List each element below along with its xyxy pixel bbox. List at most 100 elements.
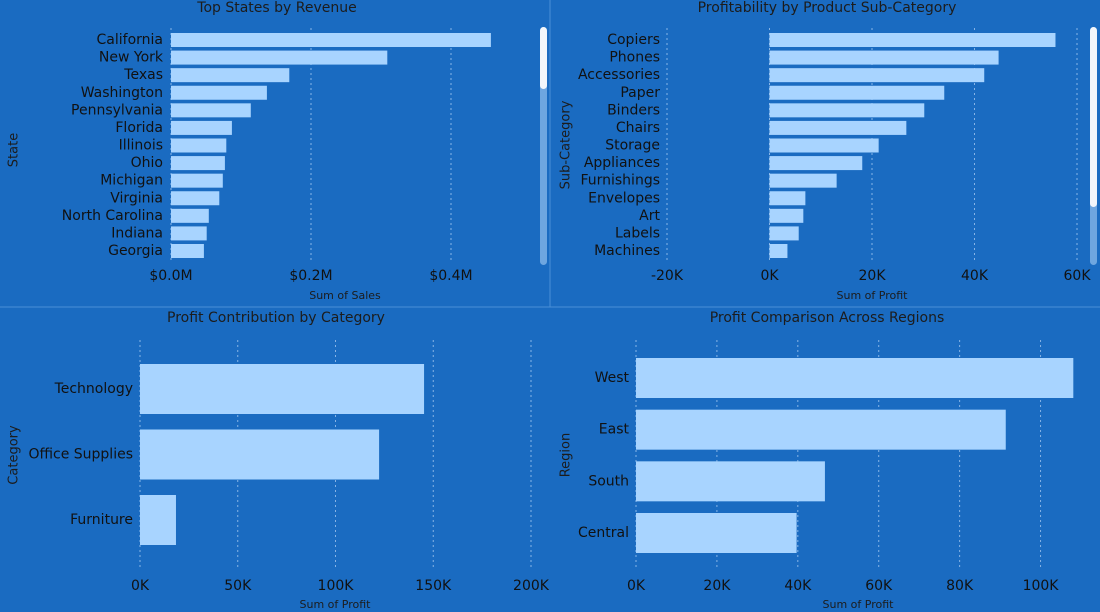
category-label: Central: [578, 525, 629, 541]
chart-title: Profit Comparison Across Regions: [710, 310, 945, 326]
bar: [171, 68, 290, 83]
category-label: Technology: [54, 381, 133, 397]
chart-title: Profit Contribution by Category: [167, 310, 385, 326]
bar: [636, 513, 797, 553]
category-label: Indiana: [111, 225, 163, 241]
bar: [171, 103, 251, 118]
category-label: Furniture: [70, 512, 133, 528]
chart-title: Top States by Revenue: [196, 0, 356, 16]
chart-title: Profitability by Product Sub-Category: [698, 0, 957, 16]
category-label: South: [588, 473, 629, 489]
x-axis-title: Sum of Profit: [300, 598, 372, 611]
category-label: Appliances: [584, 155, 660, 171]
bar: [769, 226, 799, 241]
bar: [171, 33, 491, 47]
category-label: Washington: [81, 85, 163, 101]
bar: [171, 208, 209, 223]
bar: [769, 50, 999, 65]
x-axis-title: Sum of Profit: [837, 289, 909, 302]
x-axis-title: Sum of Sales: [309, 289, 381, 302]
x-axis-title: Sum of Profit: [823, 598, 895, 611]
bar: [636, 461, 825, 502]
x-tick-label: 80K: [946, 578, 974, 594]
category-label: East: [599, 422, 630, 438]
x-tick-label: 60K: [1064, 268, 1092, 284]
category-label: Texas: [123, 67, 163, 83]
scroll-thumb[interactable]: [1090, 27, 1097, 207]
charts: Top States by Revenue Sum of Sales State $0…: [7, 0, 1092, 611]
category-label: Envelopes: [588, 190, 660, 206]
category-label: Paper: [620, 85, 660, 101]
category-label: Binders: [607, 102, 660, 118]
y-axis-title: Region: [559, 433, 574, 478]
bar: [769, 68, 985, 83]
x-tick-label: 0K: [760, 268, 779, 284]
bar: [769, 138, 879, 153]
bar: [171, 226, 207, 241]
category-label: West: [595, 370, 630, 386]
category-label: Phones: [609, 50, 660, 66]
x-tick-label: 50K: [224, 578, 252, 594]
category-label: Art: [639, 208, 660, 224]
x-tick-label: 100K: [1023, 578, 1060, 594]
bar: [171, 156, 225, 171]
category-label: Furnishings: [580, 173, 660, 189]
category-label: Accessories: [578, 67, 660, 83]
x-tick-label: 100K: [318, 578, 355, 594]
category-label: Pennsylvania: [71, 102, 163, 118]
bar: [171, 85, 267, 100]
x-tick-label: 20K: [859, 268, 887, 284]
category-label: Ohio: [131, 155, 163, 171]
bar: [769, 244, 788, 258]
category-label: Illinois: [119, 138, 163, 154]
y-axis-title: Category: [7, 425, 22, 485]
bar: [636, 409, 1006, 450]
x-tick-label: -20K: [651, 268, 684, 284]
x-tick-label: 40K: [784, 578, 812, 594]
x-tick-label: 150K: [415, 578, 452, 594]
category-label: Georgia: [108, 243, 163, 259]
category-label: North Carolina: [62, 208, 163, 224]
bar: [171, 120, 232, 135]
bar: [140, 364, 425, 414]
bar: [769, 120, 907, 135]
y-axis-title: State: [7, 133, 22, 167]
category-label: Chairs: [616, 120, 660, 136]
y-axis-title: Sub-Category: [559, 100, 574, 189]
x-tick-label: 0K: [627, 578, 646, 594]
category-label: Machines: [594, 243, 660, 259]
bar: [769, 208, 804, 223]
x-tick-label: $0.2M: [289, 268, 332, 284]
bar: [769, 191, 806, 206]
bar: [140, 495, 176, 545]
bar: [769, 85, 945, 100]
x-tick-label: 60K: [865, 578, 893, 594]
bar: [769, 173, 837, 188]
bar: [171, 191, 220, 206]
category-label: Virginia: [110, 190, 163, 206]
category-label: New York: [99, 50, 164, 66]
bar: [171, 138, 227, 153]
bar: [171, 50, 388, 65]
category-label: Office Supplies: [28, 447, 133, 463]
category-label: Storage: [605, 138, 660, 154]
x-tick-label: 20K: [703, 578, 731, 594]
category-label: California: [97, 32, 163, 48]
bar: [636, 358, 1074, 398]
x-tick-label: 40K: [961, 268, 989, 284]
x-tick-label: $0.4M: [429, 268, 472, 284]
scroll-thumb[interactable]: [540, 27, 547, 89]
x-tick-label: 200K: [513, 578, 550, 594]
bar: [769, 156, 863, 171]
x-tick-label: 0K: [131, 578, 150, 594]
bar: [171, 244, 204, 258]
bar: [769, 103, 925, 118]
x-tick-label: $0.0M: [149, 268, 192, 284]
category-label: Copiers: [607, 32, 660, 48]
category-label: Michigan: [100, 173, 163, 189]
bar: [769, 33, 1056, 47]
bar: [171, 173, 223, 188]
bar: [140, 429, 380, 480]
category-label: Labels: [615, 225, 660, 241]
